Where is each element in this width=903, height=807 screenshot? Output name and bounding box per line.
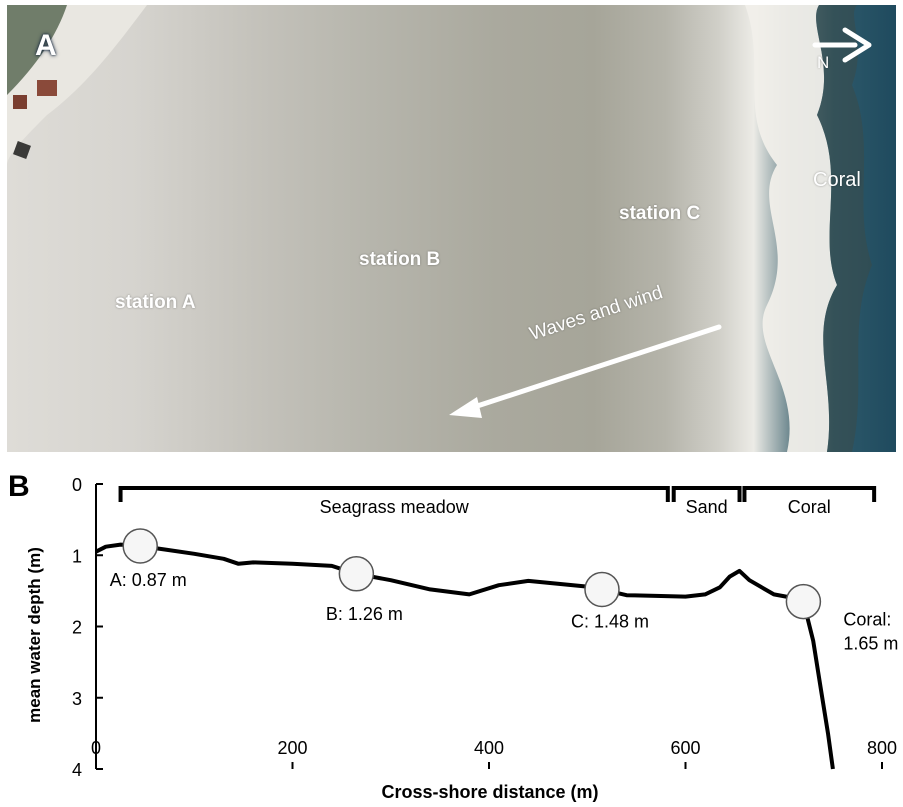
- waves-arrowhead: [449, 397, 482, 418]
- y-tick-label: 1: [72, 546, 82, 566]
- zone-label: Coral: [788, 497, 831, 517]
- coral-photo-label: Coral: [813, 169, 861, 191]
- y-tick-label: 4: [72, 760, 82, 780]
- aerial-photo: A N station A station B station C Coral …: [7, 5, 896, 452]
- zone-bracket: [118, 486, 670, 502]
- x-tick-label: 200: [277, 738, 307, 758]
- station-label: C: 1.48 m: [571, 611, 649, 631]
- station-b-label: station B: [359, 249, 441, 270]
- zone-brackets: Seagrass meadow Sand Coral: [118, 486, 877, 517]
- station-c-label: station C: [619, 203, 701, 224]
- zone-label: Sand: [686, 497, 728, 517]
- x-tick-label: 0: [91, 738, 101, 758]
- station-label: A: 0.87 m: [110, 570, 187, 590]
- station-label: B: 1.26 m: [326, 604, 403, 624]
- panel-b-letter: B: [8, 470, 30, 503]
- y-tick-label: 0: [72, 475, 82, 495]
- y-axis-label: mean water depth (m): [25, 547, 44, 723]
- north-label: N: [817, 53, 830, 72]
- y-tick-label: 2: [72, 618, 82, 638]
- zone-bracket: [742, 486, 877, 502]
- station-marker: [785, 583, 822, 620]
- station-marker: [584, 571, 620, 608]
- x-axis-label: Cross-shore distance (m): [381, 782, 598, 802]
- x-tick-label: 800: [867, 738, 897, 758]
- north-arrowhead: [842, 27, 872, 63]
- x-tick-label: 600: [670, 738, 700, 758]
- y-tick-label: 3: [72, 689, 82, 709]
- zone-label: Seagrass meadow: [320, 497, 470, 517]
- station-label-line1: Coral:: [843, 610, 891, 630]
- panel-a-letter: A: [35, 29, 57, 62]
- station-label-line2: 1.65 m: [843, 634, 898, 654]
- zone-bracket: [671, 486, 742, 502]
- aerial-photo-texture: [7, 5, 896, 452]
- depth-profile-line: [95, 542, 835, 770]
- waves-arrow: [462, 324, 722, 413]
- station-marker: [122, 528, 158, 564]
- station-marker: [338, 556, 375, 592]
- station-markers: A: 0.87 m B: 1.26 m C: 1.48 m Coral: 1.65 m: [110, 528, 898, 654]
- station-a-label: station A: [115, 292, 196, 313]
- x-tick-label: 400: [474, 738, 504, 758]
